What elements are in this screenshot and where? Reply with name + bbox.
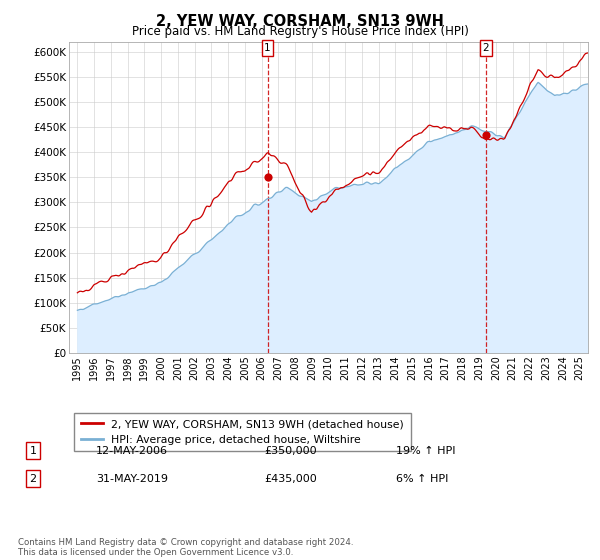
Text: Contains HM Land Registry data © Crown copyright and database right 2024.
This d: Contains HM Land Registry data © Crown c…	[18, 538, 353, 557]
Legend: 2, YEW WAY, CORSHAM, SN13 9WH (detached house), HPI: Average price, detached hou: 2, YEW WAY, CORSHAM, SN13 9WH (detached …	[74, 413, 410, 451]
Text: 19% ↑ HPI: 19% ↑ HPI	[396, 446, 455, 456]
Text: Price paid vs. HM Land Registry's House Price Index (HPI): Price paid vs. HM Land Registry's House …	[131, 25, 469, 38]
Text: 1: 1	[264, 43, 271, 53]
Point	[481, 130, 491, 139]
Text: 2, YEW WAY, CORSHAM, SN13 9WH: 2, YEW WAY, CORSHAM, SN13 9WH	[156, 14, 444, 29]
Text: £435,000: £435,000	[264, 474, 317, 484]
Text: 2: 2	[483, 43, 490, 53]
Text: 31-MAY-2019: 31-MAY-2019	[96, 474, 168, 484]
Text: 1: 1	[29, 446, 37, 456]
Text: 12-MAY-2006: 12-MAY-2006	[96, 446, 168, 456]
Point	[263, 173, 272, 182]
Text: £350,000: £350,000	[264, 446, 317, 456]
Text: 6% ↑ HPI: 6% ↑ HPI	[396, 474, 448, 484]
Text: 2: 2	[29, 474, 37, 484]
